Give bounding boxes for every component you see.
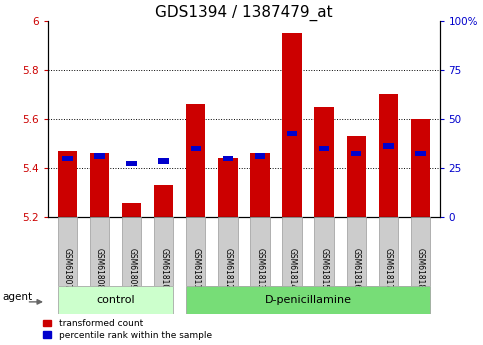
Bar [283, 217, 302, 286]
Bar [319, 146, 329, 151]
Bar [379, 95, 398, 217]
Text: GSM61818: GSM61818 [416, 248, 425, 289]
Bar [379, 217, 398, 286]
Bar [415, 151, 426, 156]
Bar [122, 203, 142, 217]
Bar [250, 154, 270, 217]
Bar [351, 151, 361, 156]
Bar [346, 136, 366, 217]
Bar [186, 286, 430, 314]
Bar [186, 217, 205, 286]
Text: D-penicillamine: D-penicillamine [265, 295, 352, 305]
Bar [346, 217, 366, 286]
Bar [218, 217, 238, 286]
Bar [314, 107, 334, 217]
Bar [218, 158, 238, 217]
Bar [90, 217, 109, 286]
Text: GSM61813: GSM61813 [256, 248, 265, 290]
Bar [383, 144, 394, 149]
Bar [287, 131, 298, 137]
Bar [255, 153, 265, 159]
Bar [411, 217, 430, 286]
Bar [58, 217, 77, 286]
Bar [154, 185, 173, 217]
Text: agent: agent [2, 292, 32, 302]
Bar [186, 104, 205, 217]
Bar [94, 153, 105, 159]
Bar [314, 217, 334, 286]
Bar [411, 119, 430, 217]
Bar [62, 156, 73, 161]
Text: GSM61807: GSM61807 [63, 248, 72, 290]
Bar [283, 33, 302, 217]
Title: GDS1394 / 1387479_at: GDS1394 / 1387479_at [155, 4, 333, 21]
Bar [158, 158, 169, 164]
Bar [154, 217, 173, 286]
Text: GSM61810: GSM61810 [159, 248, 168, 290]
Bar [127, 160, 137, 166]
Bar [122, 217, 142, 286]
Text: GSM61817: GSM61817 [384, 248, 393, 290]
Text: GSM61809: GSM61809 [127, 248, 136, 290]
Text: control: control [96, 295, 135, 305]
Bar [223, 156, 233, 161]
Text: GSM61811: GSM61811 [191, 248, 200, 289]
Text: GSM61812: GSM61812 [223, 248, 232, 289]
Bar [90, 154, 109, 217]
Bar [250, 217, 270, 286]
Text: GSM61814: GSM61814 [287, 248, 297, 290]
Bar [58, 151, 77, 217]
Bar [190, 146, 201, 151]
Text: GSM61816: GSM61816 [352, 248, 361, 290]
Text: GSM61808: GSM61808 [95, 248, 104, 290]
Bar [58, 286, 173, 314]
Legend: transformed count, percentile rank within the sample: transformed count, percentile rank withi… [43, 319, 212, 340]
Text: GSM61815: GSM61815 [320, 248, 328, 290]
